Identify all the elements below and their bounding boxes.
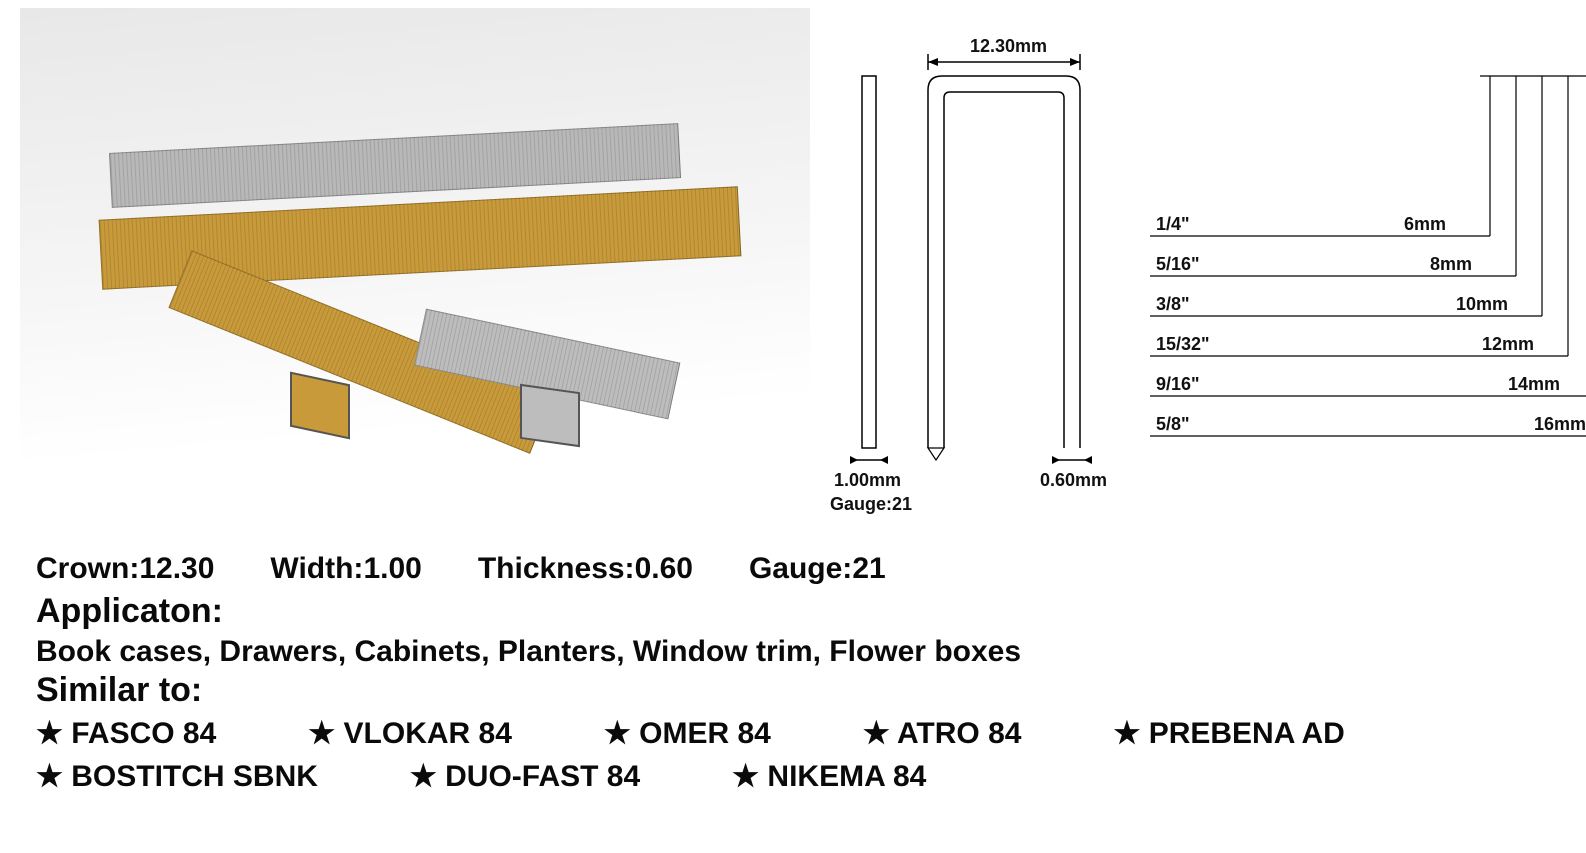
similar-item: OMER 84 bbox=[604, 716, 771, 751]
similar-item: VLOKAR 84 bbox=[308, 716, 512, 751]
svg-text:10mm: 10mm bbox=[1456, 294, 1508, 314]
svg-text:1/4": 1/4" bbox=[1156, 214, 1190, 234]
svg-text:6mm: 6mm bbox=[1404, 214, 1446, 234]
svg-text:9/16": 9/16" bbox=[1156, 374, 1200, 394]
svg-text:5/16": 5/16" bbox=[1156, 254, 1200, 274]
svg-text:8mm: 8mm bbox=[1430, 254, 1472, 274]
similar-item: BOSTITCH SBNK bbox=[36, 759, 318, 794]
similar-item: FASCO 84 bbox=[36, 716, 216, 751]
spec-crown: Crown:12.30 bbox=[36, 552, 214, 586]
similar-list: FASCO 84 VLOKAR 84 OMER 84 ATRO 84 PREBENA A… bbox=[36, 716, 1550, 794]
svg-text:1.00mm: 1.00mm bbox=[834, 470, 901, 490]
svg-text:5/8": 5/8" bbox=[1156, 414, 1190, 434]
info-block: Crown:12.30 Width:1.00 Thickness:0.60 Ga… bbox=[0, 542, 1586, 794]
similar-item: PREBENA AD bbox=[1113, 716, 1344, 751]
svg-text:12mm: 12mm bbox=[1482, 334, 1534, 354]
spec-width: Width:1.00 bbox=[270, 552, 421, 586]
application-heading: Applicaton: bbox=[36, 592, 1550, 631]
application-text: Book cases, Drawers, Cabinets, Planters,… bbox=[36, 635, 1550, 669]
similar-item: DUO-FAST 84 bbox=[410, 759, 640, 794]
spec-thickness: Thickness:0.60 bbox=[478, 552, 693, 586]
spec-line: Crown:12.30 Width:1.00 Thickness:0.60 Ga… bbox=[36, 552, 1550, 586]
svg-text:16mm: 16mm bbox=[1534, 414, 1586, 434]
svg-text:0.60mm: 0.60mm bbox=[1040, 470, 1107, 490]
svg-text:14mm: 14mm bbox=[1508, 374, 1560, 394]
similar-item: NIKEMA 84 bbox=[732, 759, 926, 794]
spec-gauge: Gauge:21 bbox=[749, 552, 886, 586]
staple-end bbox=[520, 384, 580, 447]
similar-item: ATRO 84 bbox=[863, 716, 1022, 751]
svg-text:15/32": 15/32" bbox=[1156, 334, 1210, 354]
svg-text:Gauge:21: Gauge:21 bbox=[830, 494, 912, 514]
svg-text:12.30mm: 12.30mm bbox=[970, 36, 1047, 56]
similar-heading: Similar to: bbox=[36, 671, 1550, 710]
product-photo bbox=[20, 8, 810, 550]
dimension-diagram: 12.30mm 1.00mm Gauge:21 0.60mm 1/4" 6mm 5/16" 8… bbox=[810, 0, 1586, 542]
staple-end bbox=[290, 372, 350, 440]
svg-text:3/8": 3/8" bbox=[1156, 294, 1190, 314]
